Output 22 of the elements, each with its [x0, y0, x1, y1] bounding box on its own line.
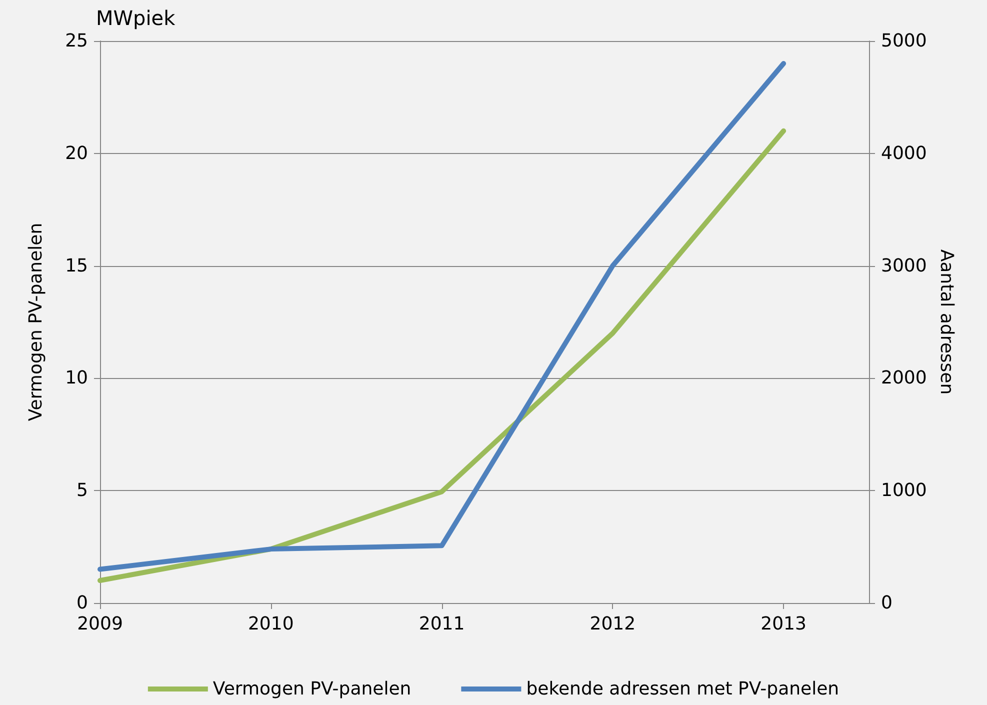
x-tick-label: 2012: [590, 614, 636, 634]
y2-tick-label: 1000: [881, 480, 927, 502]
y2-axis-title: Aantal adressen: [936, 249, 958, 395]
x-tick-label: 2013: [760, 614, 806, 634]
legend-label: Vermogen PV-panelen: [212, 678, 412, 700]
y-tick-label: 5: [76, 480, 88, 502]
text: MWpiek: [96, 6, 176, 30]
x-tick-label: 2009: [77, 614, 123, 634]
y2-tick-label: 0: [881, 592, 892, 614]
y-tick-label: 20: [65, 142, 88, 164]
y2-tick-label: 5000: [881, 30, 927, 52]
y-tick-label: 10: [65, 368, 88, 389]
y-axis-title: Vermogen PV-panelen: [26, 222, 46, 422]
y2-tick-label: 2000: [881, 368, 927, 389]
legend-label: bekende adressen met PV-panelen: [526, 678, 840, 700]
y-tick-label: 25: [65, 30, 88, 52]
x-tick-label: 2011: [418, 614, 465, 634]
x-tick-label: 2010: [248, 614, 294, 634]
y-tick-label: 15: [65, 255, 88, 276]
y2-tick-label: 3000: [881, 255, 927, 276]
y-tick-label: 0: [76, 592, 88, 614]
y2-tick-label: 4000: [881, 142, 927, 164]
